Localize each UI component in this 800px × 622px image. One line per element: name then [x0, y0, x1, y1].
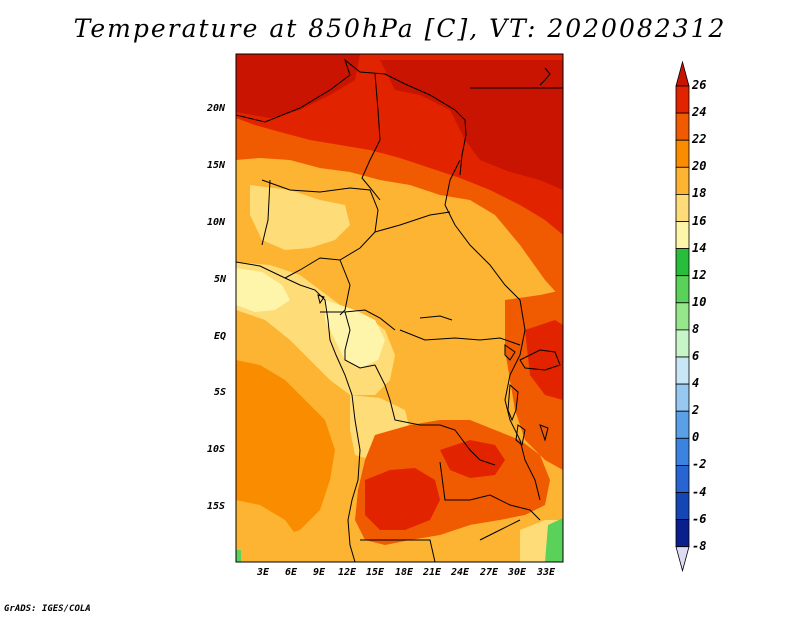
colorbar-swatch	[675, 437, 690, 466]
colorbar-swatch	[675, 112, 690, 141]
map-frame	[235, 53, 564, 563]
colorbar-label: 12	[692, 267, 707, 282]
lon-label-9e: 9E	[313, 567, 326, 578]
colorbar-swatch	[675, 166, 690, 195]
lat-label-5n: 5N	[214, 274, 227, 285]
colorbar-label: 16	[692, 213, 707, 228]
colorbar-swatch	[675, 221, 690, 250]
colorbar-swatch	[675, 329, 690, 358]
coastline	[236, 67, 561, 562]
lat-label-20n: 20N	[207, 103, 226, 114]
lon-label-27e: 27E	[480, 567, 499, 578]
lon-label-15e: 15E	[366, 567, 385, 578]
colorbar-label: 6	[692, 349, 700, 363]
map-title: Temperature at 850hPa [C], VT: 202008231…	[73, 14, 727, 43]
colorbar-label: 26	[692, 78, 707, 92]
colorbar-label: 14	[692, 240, 707, 255]
colorbar-label: 22	[692, 132, 707, 147]
colorbar-label: -2	[692, 457, 707, 472]
colorbar-swatch	[675, 410, 690, 439]
colorbar-swatch	[675, 464, 690, 493]
colorbar-swatch	[675, 302, 690, 331]
colorbar-label: -6	[692, 511, 707, 526]
colorbar-swatch	[675, 356, 690, 385]
lon-label-30e: 30E	[508, 567, 527, 578]
colorbar-label: 8	[692, 321, 700, 336]
colorbar-swatch	[675, 519, 690, 548]
lon-label-12e: 12E	[338, 567, 357, 578]
colorbar-over-arrow	[675, 60, 690, 87]
colorbar	[675, 60, 690, 573]
colorbar-label: 10	[692, 294, 707, 309]
colorbar-label: -8	[692, 538, 707, 553]
colorbar-swatch	[675, 193, 690, 222]
lon-label-3e: 3E	[257, 567, 270, 578]
lat-label-15n: 15N	[207, 160, 226, 171]
colorbar-swatch	[675, 248, 690, 277]
lon-label-21e: 21E	[423, 567, 442, 578]
colorbar-label: 18	[692, 186, 707, 201]
lat-label-5s: 5S	[214, 387, 227, 398]
colorbar-label: -4	[692, 484, 707, 499]
colorbar-label: 20	[692, 159, 707, 174]
colorbar-swatch	[675, 85, 690, 114]
lat-label-10s: 10S	[207, 444, 226, 455]
colorbar-swatch	[675, 492, 690, 521]
colorbar-swatch	[675, 139, 690, 168]
grads-credit: GrADS: IGES/COLA	[4, 604, 91, 614]
temperature-field	[236, 54, 563, 562]
lat-label-10n: 10N	[207, 217, 226, 228]
colorbar-under-arrow	[675, 546, 690, 573]
colorbar-swatch	[675, 383, 690, 412]
lat-label-15s: 15S	[207, 501, 226, 512]
lon-label-18e: 18E	[395, 567, 414, 578]
colorbar-label: 24	[692, 105, 707, 120]
lat-label-eq: EQ	[214, 331, 227, 342]
colorbar-label: 4	[692, 376, 700, 391]
country-borders	[236, 58, 563, 562]
lon-label-6e: 6E	[285, 567, 298, 578]
colorbar-swatch	[675, 275, 690, 304]
lon-label-33e: 33E	[537, 567, 556, 578]
colorbar-label: 0	[692, 430, 700, 445]
colorbar-label: 2	[692, 403, 700, 418]
lon-label-24e: 24E	[451, 567, 470, 578]
